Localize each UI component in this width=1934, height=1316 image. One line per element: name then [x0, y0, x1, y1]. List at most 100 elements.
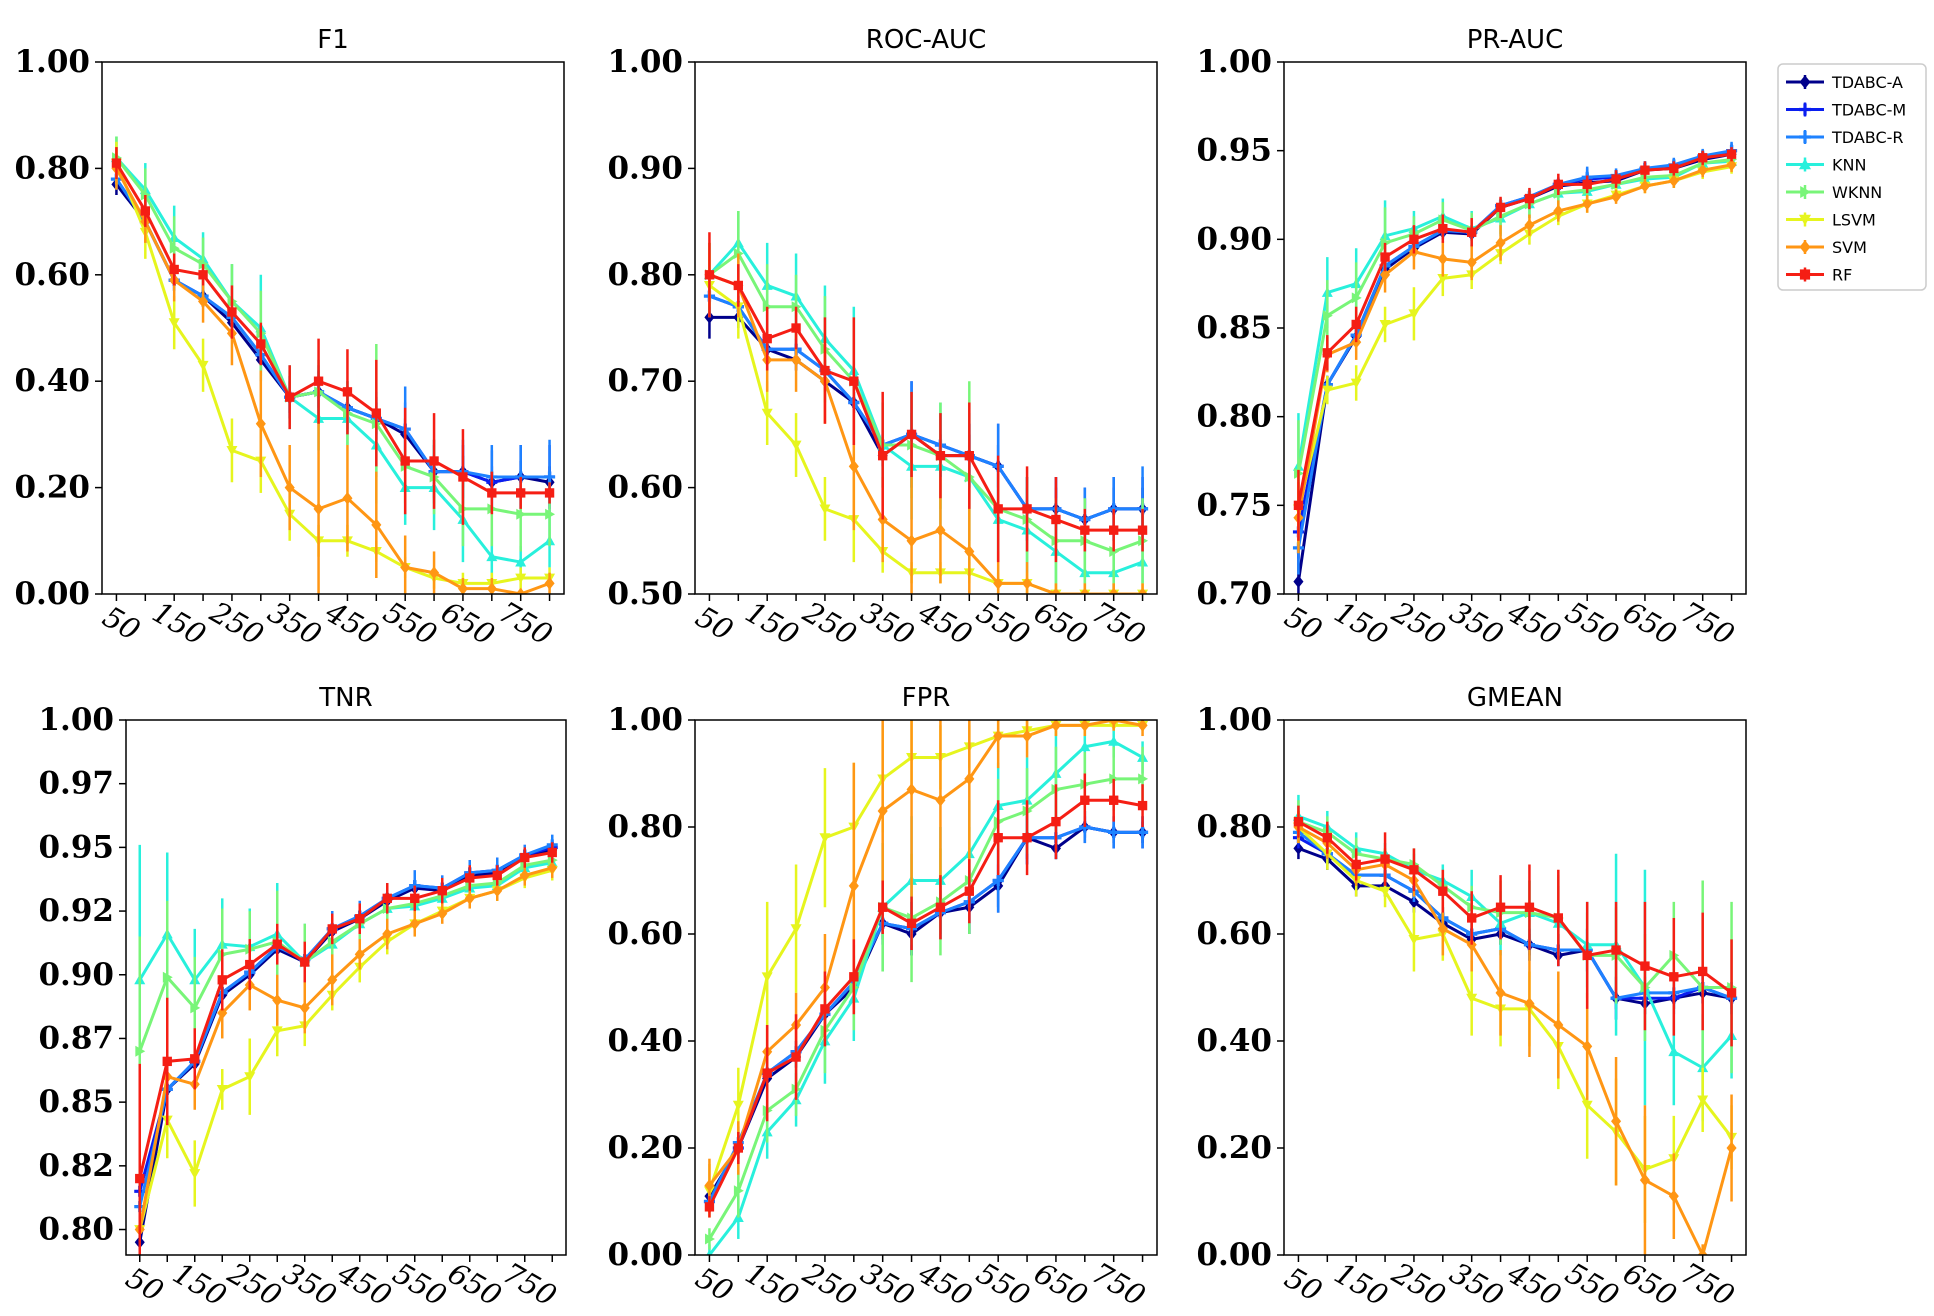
plot-frame	[694, 61, 1158, 595]
series-line-tdabc-r	[708, 825, 1143, 1203]
series-line-svm	[708, 720, 1143, 1187]
data-point-knn	[706, 1249, 713, 1255]
y-tick-label: 0.75	[1196, 487, 1272, 523]
data-point-rf	[382, 893, 392, 904]
series-line-rf	[1297, 820, 1733, 995]
data-point-rf	[313, 376, 324, 386]
data-point-svm	[409, 917, 420, 931]
legend-entry-wknn: WKNN	[1786, 183, 1882, 202]
legend-entry-lsvm: LSVM	[1786, 211, 1876, 230]
data-point-svm	[1380, 268, 1391, 282]
series-line-lsvm	[115, 162, 550, 585]
data-point-wknn	[1322, 310, 1333, 322]
series-group	[1292, 141, 1738, 594]
data-point-lsvm	[197, 360, 209, 371]
data-point-svm	[1553, 204, 1564, 218]
data-point-svm	[906, 783, 917, 796]
data-point-svm	[964, 772, 975, 786]
y-tick-label: 0.90	[607, 150, 683, 186]
data-point-svm	[1697, 163, 1708, 177]
y-tick-label: 0.00	[14, 576, 90, 612]
y-tick-label: 0.90	[38, 957, 114, 993]
data-point-lsvm	[244, 1072, 256, 1083]
y-tick-label: 0.80	[607, 257, 683, 293]
legend-marker	[1799, 214, 1811, 226]
data-point-wknn	[545, 508, 556, 520]
data-point-rf	[429, 456, 439, 466]
data-point-lsvm	[790, 924, 802, 935]
series-group	[703, 210, 1149, 594]
y-tick-label: 1.00	[607, 702, 683, 738]
data-point-rf	[1051, 514, 1061, 525]
series-line-tdabc-r	[1296, 149, 1732, 549]
data-point-lsvm	[1379, 886, 1391, 897]
data-point-svm	[1639, 1173, 1650, 1187]
data-point-tdabc-r	[1108, 826, 1120, 838]
data-point-rf	[1109, 795, 1119, 805]
data-point-svm	[457, 582, 468, 594]
series-line-wknn	[115, 156, 550, 516]
data-point-lsvm	[1408, 934, 1420, 945]
data-point-wknn	[705, 1233, 715, 1245]
data-point-rf	[1524, 193, 1535, 204]
series-line-rf	[708, 273, 1143, 532]
y-tick-label: 1.00	[607, 44, 683, 80]
data-point-lsvm	[761, 408, 773, 419]
series-line-svm	[115, 167, 551, 594]
series-line-tdabc-a	[708, 825, 1143, 1197]
series-line-wknn	[708, 252, 1144, 553]
data-point-lsvm	[1466, 993, 1478, 1004]
series-line-lsvm	[708, 284, 1143, 594]
y-tick-label: 0.80	[14, 150, 90, 186]
y-tick-label: 0.85	[1196, 310, 1272, 346]
legend-marker	[1799, 158, 1811, 170]
data-point-rf	[371, 408, 381, 418]
y-tick-label: 0.82	[38, 1148, 114, 1184]
data-point-rf	[547, 847, 557, 858]
series-line-wknn	[1296, 158, 1732, 474]
data-point-rf	[733, 280, 743, 291]
data-point-svm	[327, 973, 338, 987]
data-point-rf	[1582, 950, 1592, 961]
data-point-svm	[429, 566, 440, 580]
data-point-rf	[272, 939, 282, 949]
data-point-svm	[964, 545, 975, 558]
data-point-lsvm	[168, 318, 180, 329]
data-point-wknn	[733, 248, 744, 260]
data-point-rf	[1380, 854, 1390, 864]
legend-label: SVM	[1832, 238, 1867, 257]
data-point-svm	[1022, 577, 1033, 590]
data-point-svm	[1437, 922, 1448, 935]
data-point-rf	[704, 270, 715, 280]
data-point-rf	[487, 488, 497, 498]
series-line-knn	[1297, 814, 1733, 1070]
data-point-rf	[169, 264, 179, 275]
data-point-svm	[1582, 1040, 1593, 1053]
series-line-lsvm	[1297, 825, 1733, 1171]
data-point-rf	[1467, 227, 1477, 237]
data-point-rf	[1553, 913, 1563, 923]
y-tick-label: 0.60	[607, 470, 683, 506]
data-point-lsvm	[1697, 1095, 1709, 1106]
data-point-knn	[486, 551, 498, 562]
plot-frame	[694, 719, 1158, 1256]
data-point-svm	[935, 793, 946, 807]
panel-title: ROC-AUC	[866, 25, 986, 55]
series-line-rf	[138, 851, 553, 1179]
data-point-rf	[1640, 165, 1650, 175]
series-line-knn	[708, 241, 1144, 575]
data-point-svm	[1079, 720, 1090, 732]
series-line-svm	[1297, 825, 1734, 1255]
data-point-svm	[1079, 587, 1090, 594]
data-point-wknn	[169, 242, 180, 254]
data-point-svm	[1466, 256, 1477, 269]
data-point-rf	[520, 852, 530, 863]
data-point-rf	[1409, 865, 1419, 875]
data-point-svm	[284, 481, 295, 494]
y-tick-label: 0.60	[607, 916, 683, 952]
data-point-svm	[1524, 218, 1535, 232]
data-point-knn	[1079, 741, 1091, 752]
series-line-tdabc-r	[1297, 831, 1733, 1000]
data-point-rf	[878, 902, 888, 912]
data-point-svm	[272, 993, 283, 1007]
